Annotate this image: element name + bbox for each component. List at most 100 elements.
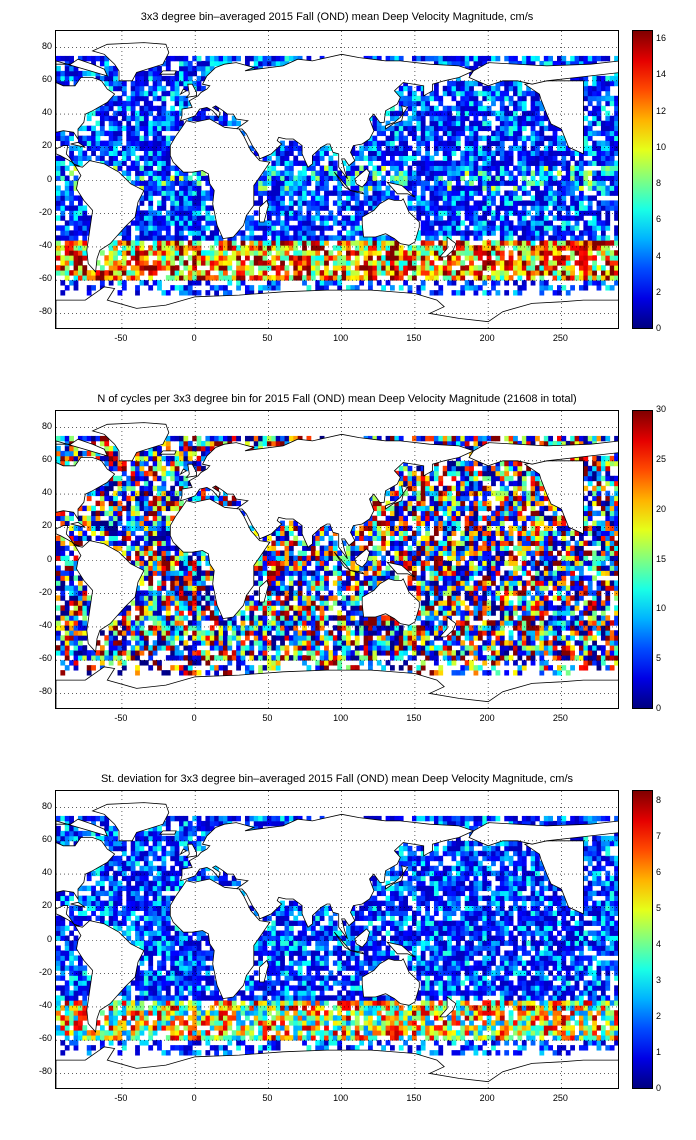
data-cell: [218, 285, 224, 291]
data-cell: [416, 265, 422, 271]
data-cell: [236, 260, 241, 266]
data-cell: [372, 655, 378, 661]
data-cell: [139, 170, 145, 176]
data-cell: [99, 145, 105, 151]
data-cell: [126, 275, 132, 281]
data-cell: [420, 245, 426, 251]
data-cell: [438, 630, 444, 636]
data-cell: [86, 215, 92, 221]
data-cell: [73, 285, 79, 291]
data-cell: [398, 155, 404, 161]
data-cell: [187, 60, 193, 67]
data-cell: [473, 605, 479, 611]
data-cell: [161, 250, 167, 256]
data-cell: [354, 205, 360, 211]
data-cell: [587, 280, 593, 286]
data-cell: [609, 635, 615, 641]
data-cell: [495, 205, 501, 211]
data-cell: [372, 245, 378, 251]
data-cell: [451, 185, 457, 191]
data-cell: [583, 240, 589, 246]
data-cell: [605, 55, 611, 62]
data-cell: [161, 640, 167, 646]
data-cell: [271, 245, 277, 251]
data-cell: [499, 150, 505, 156]
data-cell: [346, 275, 351, 281]
data-cell: [363, 250, 369, 256]
data-cell: [170, 195, 176, 201]
data-cell: [271, 255, 277, 261]
data-cell: [350, 240, 356, 246]
data-cell: [192, 605, 198, 611]
data-cell: [438, 255, 444, 261]
data-cell: [499, 180, 505, 186]
data-cell: [539, 670, 545, 676]
data-cell: [310, 630, 316, 636]
data-cell: [473, 645, 479, 651]
data-cell: [152, 280, 158, 286]
data-cell: [583, 625, 589, 631]
data-cell: [425, 605, 430, 611]
data-cell: [69, 240, 74, 246]
data-cell: [486, 600, 492, 606]
data-cell: [451, 90, 457, 97]
data-cell: [346, 645, 351, 651]
data-cell: [539, 140, 545, 147]
data-cell: [455, 620, 461, 626]
data-cell: [315, 205, 321, 211]
data-cell: [148, 85, 154, 92]
data-cell: [460, 175, 466, 181]
data-cell: [442, 225, 448, 231]
data-cell: [293, 235, 299, 241]
data-cell: [341, 600, 347, 606]
data-cell: [56, 615, 61, 621]
data-cell: [244, 635, 250, 641]
data-cell: [82, 210, 88, 216]
data-cell: [411, 90, 417, 97]
data-cell: [82, 235, 88, 241]
data-cell: [535, 625, 540, 631]
data-cell: [451, 200, 457, 206]
data-cell: [192, 180, 198, 186]
data-cell: [174, 120, 180, 127]
data-cell: [548, 155, 554, 161]
data-cell: [135, 100, 140, 107]
data-cell: [196, 660, 202, 666]
data-cell: [561, 230, 567, 236]
data-cell: [319, 665, 325, 671]
data-cell: [196, 195, 202, 201]
data-cell: [113, 655, 118, 661]
data-cell: [99, 265, 105, 271]
data-cell: [117, 270, 123, 276]
data-cell: [416, 625, 422, 631]
data-cell: [526, 115, 532, 122]
data-cell: [420, 660, 426, 666]
data-cell: [429, 175, 435, 181]
data-cell: [486, 230, 492, 236]
data-cell: [143, 95, 149, 102]
data-cell: [121, 150, 127, 156]
data-cell: [121, 660, 127, 666]
data-cell: [455, 650, 461, 656]
data-cell: [425, 155, 430, 161]
data-cell: [324, 640, 329, 646]
data-cell: [578, 215, 584, 221]
data-cell: [201, 275, 206, 281]
data-cell: [73, 260, 79, 266]
data-cell: [157, 215, 162, 221]
data-cell: [381, 155, 387, 161]
data-cell: [403, 645, 408, 651]
data-cell: [310, 650, 316, 656]
data-cell: [548, 265, 554, 271]
coastline: [259, 199, 269, 223]
data-cell: [91, 140, 96, 147]
data-cell: [157, 95, 162, 102]
data-cell: [517, 630, 523, 636]
data-cell: [411, 185, 417, 191]
data-cell: [293, 200, 299, 206]
data-cell: [420, 260, 426, 266]
data-cell: [460, 165, 466, 171]
data-cell: [596, 160, 602, 166]
data-cell: [513, 180, 518, 186]
data-cell: [539, 600, 545, 606]
